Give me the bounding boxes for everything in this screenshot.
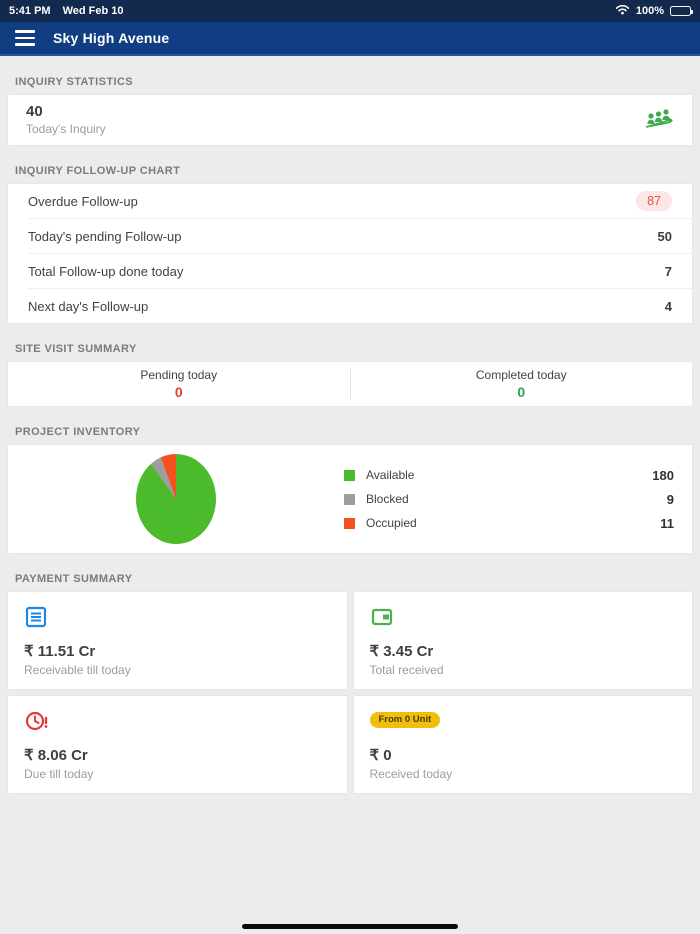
row-divider bbox=[28, 218, 692, 219]
followup-chart-heading: INQUIRY FOLLOW-UP CHART bbox=[15, 165, 181, 177]
pending-today-label: Pending today bbox=[140, 368, 218, 382]
legend-value: 9 bbox=[666, 491, 674, 507]
followup-row-nextday[interactable]: Next day's Follow-up 4 bbox=[8, 289, 692, 323]
row-divider bbox=[28, 288, 692, 289]
inventory-legend: Available 180 Blocked 9 Occupied 11 bbox=[344, 468, 692, 531]
received-today-amount: ₹ 0 bbox=[369, 747, 392, 764]
followup-row-overdue[interactable]: Overdue Follow-up 87 bbox=[8, 184, 692, 218]
blocked-swatch bbox=[344, 493, 355, 505]
completed-today-value: 0 bbox=[517, 384, 526, 400]
vertical-divider bbox=[349, 369, 351, 399]
site-visit-completed[interactable]: Completed today 0 bbox=[351, 368, 693, 400]
received-amount: ₹ 3.45 Cr bbox=[369, 643, 434, 660]
legend-value: 180 bbox=[652, 467, 674, 483]
hamburger-menu-icon[interactable] bbox=[15, 30, 35, 46]
site-visit-card: Pending today 0 Completed today 0 bbox=[8, 362, 692, 406]
receivable-document-icon bbox=[24, 605, 331, 631]
receivable-amount: ₹ 11.51 Cr bbox=[24, 643, 96, 660]
site-visit-pending[interactable]: Pending today 0 bbox=[8, 368, 350, 400]
completed-today-label: Completed today bbox=[475, 368, 567, 382]
payment-card-received-today[interactable]: From 0 Unit ₹ 0 Received today bbox=[353, 696, 692, 793]
site-visit-heading: SITE VISIT SUMMARY bbox=[15, 343, 137, 355]
overdue-clock-icon bbox=[24, 709, 331, 735]
legend-value: 11 bbox=[660, 515, 674, 531]
legend-label: Available bbox=[366, 468, 415, 482]
due-amount: ₹ 8.06 Cr bbox=[24, 747, 88, 764]
wifi-icon bbox=[615, 4, 630, 18]
from-unit-badge: From 0 Unit bbox=[369, 712, 441, 728]
home-indicator-bar[interactable] bbox=[242, 924, 458, 929]
followup-row-value: 50 bbox=[657, 228, 672, 244]
legend-row-occupied[interactable]: Occupied 11 bbox=[344, 516, 674, 531]
received-today-label: Received today bbox=[369, 767, 453, 781]
received-label: Total received bbox=[369, 663, 444, 677]
row-divider bbox=[28, 253, 692, 254]
occupied-swatch bbox=[344, 517, 355, 529]
wallet-icon bbox=[370, 605, 677, 631]
status-bar: 5:41 PM Wed Feb 10 100% bbox=[0, 0, 700, 22]
payment-card-received[interactable]: ₹ 3.45 Cr Total received bbox=[353, 592, 692, 689]
battery-icon bbox=[670, 6, 693, 16]
inquiry-statistics-card[interactable]: 40 Today's Inquiry bbox=[8, 95, 692, 145]
followup-row-value: 4 bbox=[664, 298, 672, 314]
inventory-pie-chart[interactable] bbox=[136, 454, 216, 544]
followup-row-pending[interactable]: Today's pending Follow-up 50 bbox=[8, 219, 692, 253]
legend-row-blocked[interactable]: Blocked 9 bbox=[344, 492, 674, 507]
payment-summary-heading: PAYMENT SUMMARY bbox=[15, 573, 133, 585]
followup-row-label: Total Follow-up done today bbox=[28, 263, 184, 279]
project-inventory-card: Available 180 Blocked 9 Occupied 11 bbox=[8, 445, 692, 553]
followup-chart-card: Overdue Follow-up 87 Today's pending Fol… bbox=[8, 184, 692, 323]
legend-label: Occupied bbox=[366, 516, 417, 530]
followup-row-label: Overdue Follow-up bbox=[28, 193, 138, 209]
payment-summary-grid: ₹ 11.51 Cr Receivable till today ₹ 3.45 … bbox=[8, 592, 692, 793]
project-inventory-heading: PROJECT INVENTORY bbox=[15, 426, 141, 438]
legend-row-available[interactable]: Available 180 bbox=[344, 468, 674, 483]
receivable-label: Receivable till today bbox=[24, 663, 131, 677]
battery-percent: 100% bbox=[635, 5, 664, 17]
page-title: Sky High Avenue bbox=[53, 30, 170, 46]
followup-row-value: 7 bbox=[664, 263, 672, 279]
followup-row-label: Next day's Follow-up bbox=[28, 298, 149, 314]
inquiry-statistics-heading: INQUIRY STATISTICS bbox=[15, 76, 134, 88]
available-swatch bbox=[344, 469, 355, 481]
todays-inquiry-count: 40 bbox=[26, 103, 43, 121]
status-date: Wed Feb 10 bbox=[62, 5, 124, 17]
legend-label: Blocked bbox=[366, 492, 409, 506]
payment-card-due[interactable]: ₹ 8.06 Cr Due till today bbox=[8, 696, 347, 793]
followup-row-done[interactable]: Total Follow-up done today 7 bbox=[8, 254, 692, 288]
people-group-trend-icon bbox=[644, 106, 674, 135]
pending-today-value: 0 bbox=[174, 384, 183, 400]
due-label: Due till today bbox=[24, 767, 94, 781]
payment-card-receivable[interactable]: ₹ 11.51 Cr Receivable till today bbox=[8, 592, 347, 689]
overdue-count-badge: 87 bbox=[636, 191, 672, 211]
todays-inquiry-label: Today's Inquiry bbox=[26, 122, 106, 137]
status-time: 5:41 PM bbox=[9, 5, 51, 17]
followup-row-label: Today's pending Follow-up bbox=[28, 228, 182, 244]
app-bar: Sky High Avenue bbox=[0, 22, 700, 56]
